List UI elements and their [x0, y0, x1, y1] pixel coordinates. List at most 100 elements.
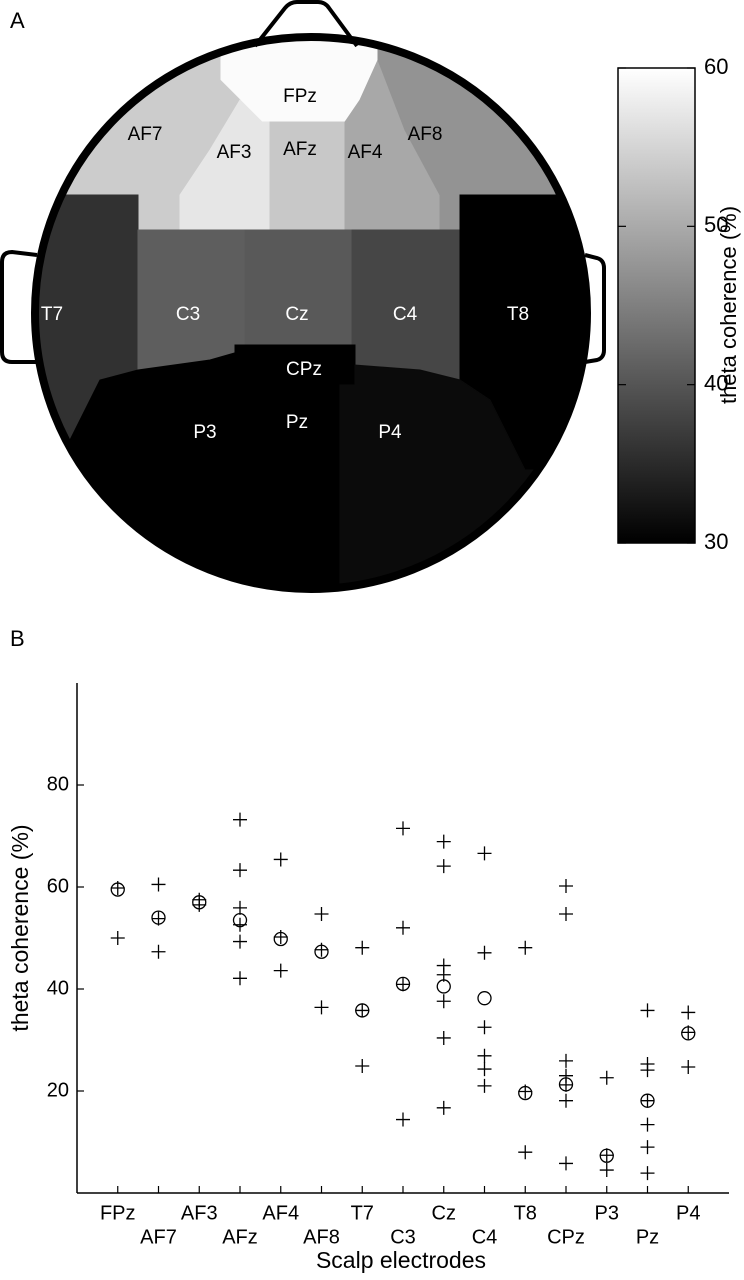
subject-point [477, 1078, 492, 1093]
subject-point [681, 1060, 696, 1075]
colorbar-tick-label: 30 [704, 529, 728, 554]
subject-point [559, 1093, 573, 1108]
subject-point [396, 1112, 410, 1127]
ear [0, 249, 38, 364]
electrode-label: AF7 [128, 124, 163, 145]
x-tick-label: FPz [100, 1202, 136, 1224]
x-tick-label: T8 [514, 1202, 537, 1224]
electrode-label: P4 [378, 422, 402, 443]
subject-point [436, 1030, 451, 1045]
subject-point [233, 863, 247, 878]
subject-point [396, 977, 410, 992]
x-tick-label: P4 [676, 1202, 700, 1224]
colorbar [617, 67, 696, 544]
subject-point [396, 821, 410, 836]
subject-point [436, 834, 451, 849]
electrode-label: AFz [283, 139, 317, 160]
subject-point [640, 1140, 655, 1155]
subject-point [640, 1166, 655, 1181]
subject-point [110, 931, 125, 945]
subject-point [273, 852, 288, 867]
x-tick-label: AF3 [181, 1202, 218, 1224]
electrode-region [35, 344, 246, 589]
subject-point [559, 878, 573, 893]
subject-point [436, 859, 451, 874]
x-tick-label: AFz [222, 1226, 258, 1248]
panel-letter: A [10, 8, 25, 33]
electrode-region [244, 229, 353, 346]
electrode-label: P3 [193, 422, 216, 443]
mean-point [436, 979, 451, 994]
subject-point [477, 1062, 492, 1077]
y-tick-label: 80 [47, 773, 69, 795]
head-outline [31, 33, 591, 593]
subject-point [151, 911, 166, 926]
mean-point [232, 913, 248, 928]
x-tick-label: CPz [547, 1226, 585, 1248]
subject-point [599, 1148, 614, 1163]
subject-point [681, 1005, 696, 1020]
x-tick-label: Cz [432, 1202, 456, 1224]
subject-point [599, 1070, 614, 1085]
subject-point [273, 963, 288, 978]
electrode-label: AF4 [348, 142, 383, 163]
x-tick-label: P3 [595, 1202, 619, 1224]
subject-point [355, 1003, 370, 1018]
electrode-region [234, 384, 341, 589]
y-axis-label: theta coherence (%) [7, 824, 33, 1031]
subject-point [559, 1156, 573, 1171]
electrode-label: FPz [283, 86, 317, 107]
electrode-label: AF8 [408, 124, 443, 145]
x-tick-label: Pz [636, 1226, 659, 1248]
subject-point [477, 945, 492, 960]
subject-point [436, 1100, 451, 1115]
subject-point [518, 1145, 533, 1160]
mean-point [681, 1026, 696, 1041]
mean-point [477, 991, 492, 1006]
subject-point [233, 900, 247, 915]
electrode-label: CPz [286, 359, 322, 380]
mean-point [151, 910, 166, 925]
subject-point [151, 877, 166, 892]
subject-point [233, 934, 247, 949]
mean-point [599, 1148, 614, 1163]
subject-point [640, 1003, 655, 1018]
ear [584, 253, 606, 364]
colorbar-tick-label: 40 [704, 370, 728, 395]
electrode-label: AF3 [217, 142, 252, 163]
subject-point [233, 971, 247, 986]
x-tick-label: AF7 [140, 1226, 177, 1248]
electrode-label: C3 [176, 304, 200, 325]
subject-point [355, 940, 370, 955]
electrode-label: Cz [285, 304, 308, 325]
subject-point [559, 1077, 573, 1092]
subject-point [151, 944, 166, 959]
subject-point [436, 994, 451, 1009]
colorbar-label: theta coherence (%) [716, 206, 741, 404]
subject-point [559, 1053, 573, 1068]
subject-point [681, 1025, 696, 1040]
mean-point [558, 1077, 574, 1092]
x-tick-label: AF8 [303, 1226, 340, 1248]
electrode-region [339, 364, 587, 589]
mean-point [518, 1085, 533, 1101]
subject-point [233, 812, 247, 827]
electrode-label: T7 [41, 304, 63, 325]
mean-point [273, 931, 288, 947]
electrode-label: Pz [286, 412, 308, 433]
panel-letter: B [10, 626, 25, 651]
x-tick-label: AF4 [262, 1202, 299, 1224]
nose [253, 0, 359, 48]
subject-point [396, 920, 410, 935]
y-tick-label: 40 [47, 977, 69, 999]
subject-point [640, 1093, 655, 1108]
electrode-region [137, 229, 246, 371]
x-axis-label: Scalp electrodes [316, 1247, 486, 1273]
subject-point [477, 846, 492, 861]
subject-point [477, 1020, 492, 1035]
subject-point [192, 897, 207, 912]
subject-point [477, 1048, 492, 1063]
mean-point [395, 976, 411, 992]
mean-point [192, 895, 207, 910]
